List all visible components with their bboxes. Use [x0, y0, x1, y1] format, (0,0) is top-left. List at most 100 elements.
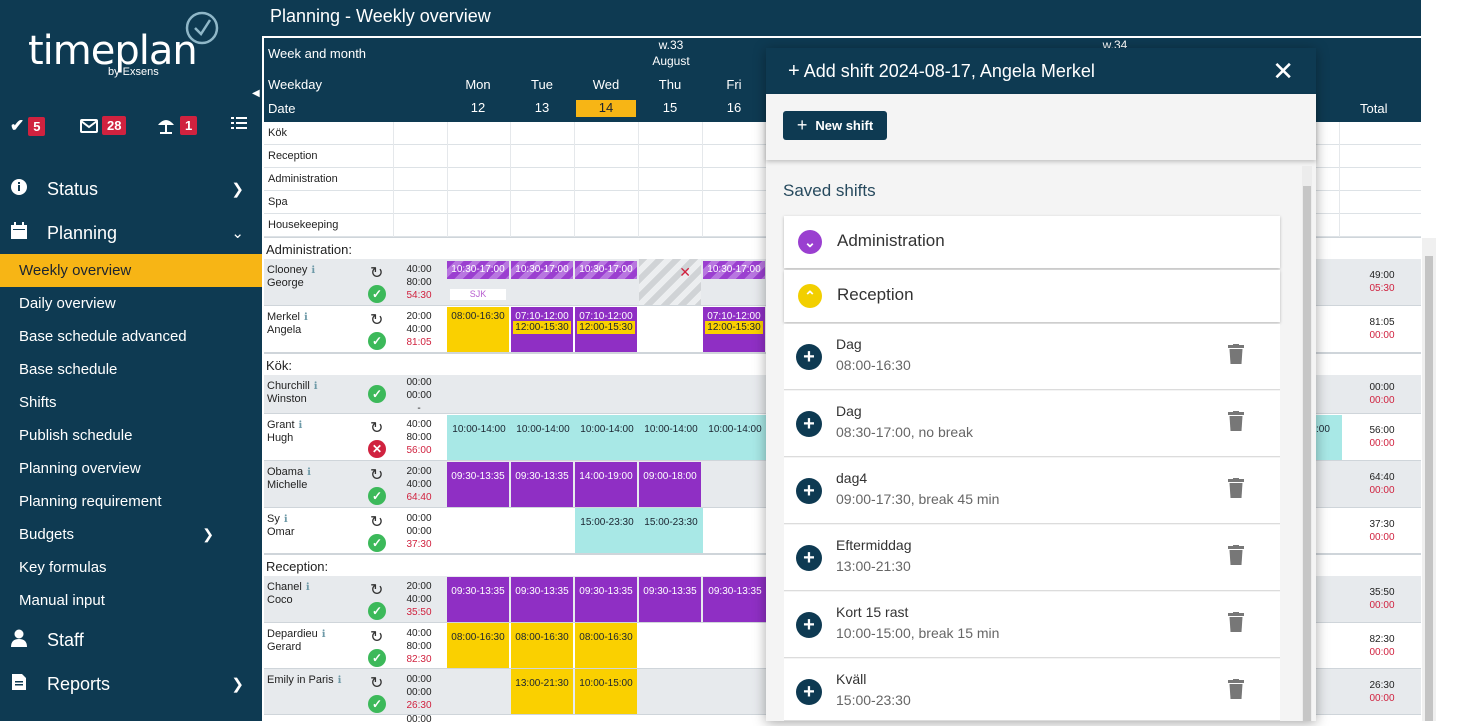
leave-cell[interactable]: ✕ [639, 259, 701, 305]
refresh-icon[interactable]: ↻ [370, 312, 384, 329]
person-name[interactable]: Clooney ℹ George [267, 264, 315, 290]
shift-cell[interactable]: 10:00-14:00 [703, 415, 767, 460]
shift-cell[interactable]: 10:00-15:00 [575, 669, 637, 714]
scrollbar-thumb[interactable] [1303, 186, 1311, 721]
refresh-icon[interactable]: ↻ [370, 629, 384, 646]
shift-cell[interactable]: 14:00-19:00 [575, 462, 637, 507]
person-name[interactable]: Sy ℹ Omar [267, 513, 295, 539]
nav-status[interactable]: Status ❯ [0, 167, 262, 211]
shift-cell[interactable]: 10:00-14:00 [639, 415, 703, 460]
shift-cell[interactable]: 09:30-13:35 [447, 462, 509, 507]
sidebar-item-weekly-overview[interactable]: Weekly overview [0, 254, 262, 287]
person-name[interactable]: Emily in Paris ℹ [267, 674, 341, 687]
shift-cell[interactable]: 09:30-13:35 [575, 577, 637, 622]
shift-cell[interactable]: 09:30-13:35 [511, 462, 573, 507]
refresh-icon[interactable]: ↻ [370, 265, 384, 282]
add-icon[interactable]: + [796, 478, 822, 504]
timeplan-logo[interactable]: timeplan by Exsens [28, 11, 228, 84]
grid-scrollbar[interactable] [1422, 238, 1436, 721]
refresh-icon[interactable]: ↻ [370, 420, 384, 437]
sidebar-item-manual-input[interactable]: Manual input [0, 584, 262, 617]
dialog-scrollbar[interactable] [1302, 166, 1312, 721]
sidebar-item-planning-requirement[interactable]: Planning requirement [0, 485, 262, 518]
list-badge[interactable] [231, 116, 247, 130]
date-13[interactable]: 13 [534, 100, 550, 115]
refresh-icon[interactable]: ↻ [370, 582, 384, 599]
sidebar-item-budgets[interactable]: Budgets ❯ [0, 518, 262, 551]
tasks-badge[interactable]: ✔ 5 [10, 116, 46, 136]
collapse-sidebar-icon[interactable]: ◀ [252, 88, 260, 99]
trash-icon[interactable] [1228, 545, 1244, 565]
nav-reports[interactable]: Reports ❯ [0, 662, 262, 706]
nav-staff[interactable]: Staff [0, 618, 262, 662]
shift-cell[interactable]: 12:00-15:30 [577, 321, 635, 334]
shift-cell[interactable]: 10:00-14:00 [575, 415, 639, 460]
info-icon[interactable]: ℹ [313, 381, 318, 392]
trash-icon[interactable] [1228, 411, 1244, 431]
group-administration[interactable]: ⌄ Administration [784, 216, 1280, 268]
group-reception[interactable]: ⌃ Reception [784, 270, 1280, 322]
sidebar-item-publish-schedule[interactable]: Publish schedule [0, 419, 262, 452]
sidebar-item-base-schedule[interactable]: Base schedule [0, 353, 262, 386]
refresh-icon[interactable]: ↻ [370, 514, 384, 531]
shift-cell[interactable]: 10:30-17:00 [575, 261, 637, 279]
person-name[interactable]: Obama ℹ Michelle [267, 466, 311, 492]
info-icon[interactable]: ℹ [283, 514, 288, 525]
person-name[interactable]: Chanel ℹ Coco [267, 581, 310, 607]
saved-shift-item[interactable]: + Dag 08:30-17:00, no break [784, 391, 1280, 457]
date-16[interactable]: 16 [726, 100, 742, 115]
messages-badge[interactable]: 28 [80, 116, 127, 135]
info-icon[interactable]: ℹ [337, 675, 342, 686]
info-icon[interactable]: ℹ [298, 420, 303, 431]
shift-cell[interactable]: 10:00-14:00 [447, 415, 511, 460]
saved-shift-item[interactable]: + Dag 08:00-16:30 [784, 324, 1280, 390]
shift-cell[interactable]: 08:00-16:30 [447, 623, 509, 668]
info-icon[interactable]: ℹ [304, 312, 308, 323]
shift-cell[interactable]: 09:30-13:35 [639, 577, 701, 622]
shift-cell[interactable]: 10:00-14:00 [511, 415, 575, 460]
shift-cell[interactable]: 13:00-21:30 [511, 669, 573, 714]
shift-cell[interactable]: 09:30-13:35 [511, 577, 573, 622]
scrollbar-thumb[interactable] [1425, 256, 1433, 721]
nav-planning[interactable]: Planning ⌄ [0, 211, 262, 255]
info-icon[interactable]: ℹ [307, 467, 311, 478]
person-name[interactable]: Grant ℹ Hugh [267, 419, 302, 445]
shift-cell[interactable]: 12:00-15:30 [705, 321, 763, 334]
info-icon[interactable]: ℹ [305, 582, 310, 593]
new-shift-button[interactable]: + New shift [783, 111, 887, 140]
shift-cell[interactable]: 09:30-13:35 [703, 577, 767, 622]
date-15[interactable]: 15 [662, 100, 678, 115]
trash-icon[interactable] [1228, 344, 1244, 364]
leave-badge[interactable]: 1 [156, 116, 198, 135]
person-name[interactable]: Depardieu ℹ Gerard [267, 628, 326, 654]
trash-icon[interactable] [1228, 478, 1244, 498]
saved-shift-item[interactable]: + dag4 09:00-17:30, break 45 min [784, 458, 1280, 524]
saved-shift-item[interactable]: + Kort 15 rast 10:00-15:00, break 15 min [784, 592, 1280, 658]
refresh-icon[interactable]: ↻ [370, 467, 384, 484]
add-icon[interactable]: + [796, 679, 822, 705]
add-icon[interactable]: + [796, 612, 822, 638]
add-icon[interactable]: + [796, 411, 822, 437]
sidebar-item-key-formulas[interactable]: Key formulas [0, 551, 262, 584]
shift-cell[interactable]: 12:00-15:30 [513, 321, 571, 334]
sidebar-item-daily-overview[interactable]: Daily overview [0, 287, 262, 320]
info-icon[interactable]: ℹ [311, 265, 316, 276]
shift-cell[interactable]: 10:30-17:00 [447, 261, 509, 279]
shift-cell[interactable]: 08:00-16:30 [575, 623, 637, 668]
add-icon[interactable]: + [796, 344, 822, 370]
shift-cell[interactable]: :00 [1316, 415, 1342, 460]
add-icon[interactable]: + [796, 545, 822, 571]
sidebar-item-shifts[interactable]: Shifts [0, 386, 262, 419]
person-name[interactable]: Merkel ℹ Angela [267, 311, 308, 337]
shift-cell[interactable]: 08:00-16:30 [447, 307, 509, 352]
refresh-icon[interactable]: ↻ [370, 675, 384, 692]
trash-icon[interactable] [1228, 679, 1244, 699]
date-14-today[interactable]: 14 [576, 100, 636, 117]
shift-cell[interactable]: 10:30-17:00 [703, 261, 765, 279]
shift-cell[interactable]: 10:30-17:00 [511, 261, 573, 279]
sidebar-item-planning-overview[interactable]: Planning overview [0, 452, 262, 485]
shift-cell[interactable]: 09:00-18:00 [639, 462, 701, 507]
trash-icon[interactable] [1228, 612, 1244, 632]
saved-shift-item[interactable]: + Kväll 15:00-23:30 [784, 659, 1280, 721]
shift-cell[interactable]: 09:30-13:35 [447, 577, 509, 622]
